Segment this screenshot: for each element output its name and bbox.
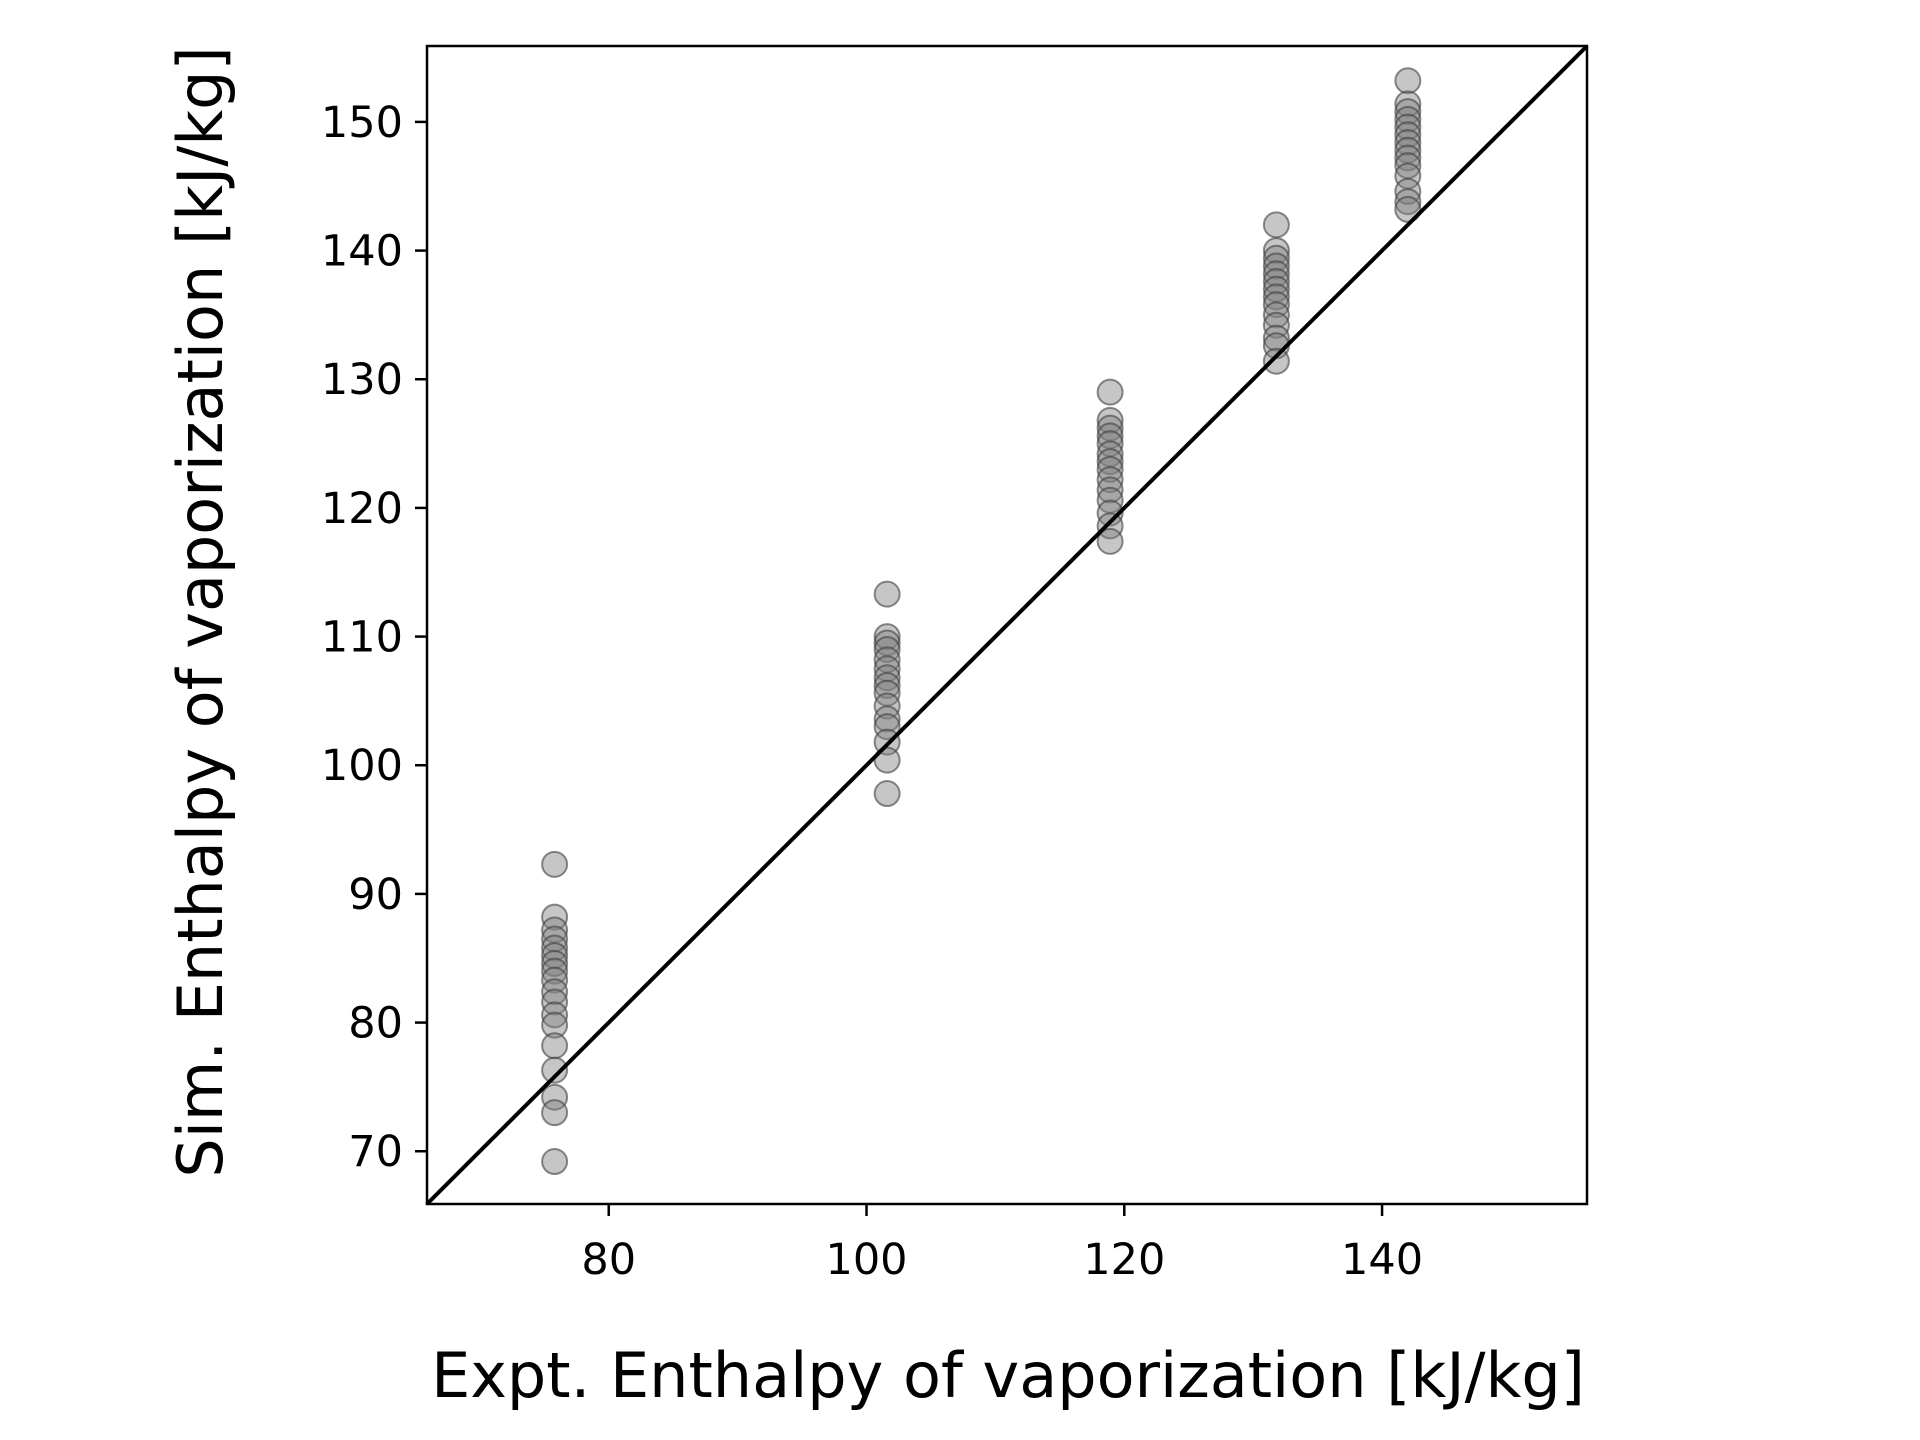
data-point: [541, 934, 569, 962]
data-point: [873, 746, 901, 774]
y-axis-ticks: 70 80 90 100 110 120 130 140 150: [321, 98, 427, 1177]
identity-line: [425, 44, 1589, 1206]
y-tick-label: 110: [321, 613, 403, 663]
data-point: [1394, 105, 1422, 133]
data-point: [1262, 237, 1290, 265]
data-point: [541, 957, 569, 985]
data-point: [1096, 527, 1124, 555]
x-axis-label: Expt. Enthalpy of vaporization [kJ/kg]: [431, 1339, 1585, 1412]
data-point: [1394, 113, 1422, 141]
y-axis-label: Sim. Enthalpy of vaporization [kJ/kg]: [164, 46, 237, 1177]
x-tick-label: 120: [1083, 1235, 1165, 1285]
data-point: [873, 664, 901, 692]
data-point: [1394, 195, 1422, 223]
y-tick-label: 140: [321, 227, 403, 277]
y-tick-label: 80: [348, 999, 403, 1049]
data-point: [1262, 244, 1290, 272]
data-point: [1096, 378, 1124, 406]
data-point: [1262, 301, 1290, 329]
data-point: [541, 1056, 569, 1084]
data-point: [873, 780, 901, 808]
y-tick-label: 70: [348, 1127, 403, 1177]
y-tick-label: 130: [321, 355, 403, 405]
data-point: [1394, 129, 1422, 156]
data-points: [541, 67, 1422, 1176]
data-point: [541, 1011, 569, 1039]
y-tick-label: 100: [321, 741, 403, 791]
x-tick-label: 140: [1341, 1235, 1423, 1285]
x-axis-ticks: 80 100 120 140: [581, 1204, 1423, 1285]
x-tick-label: 100: [825, 1235, 907, 1285]
data-point: [873, 671, 901, 699]
data-point: [1394, 188, 1422, 216]
data-point: [541, 850, 569, 878]
y-tick-label: 120: [321, 484, 403, 534]
y-tick-label: 150: [321, 98, 403, 148]
data-point: [1096, 455, 1124, 483]
data-point: [1262, 252, 1290, 280]
data-point: [1096, 512, 1124, 540]
data-point: [1096, 466, 1124, 494]
data-point: [1096, 476, 1124, 504]
plot-frame: [425, 44, 1589, 1206]
data-point: [1394, 98, 1422, 126]
data-point: [873, 705, 901, 733]
data-point: [873, 635, 901, 663]
x-tick-label: 80: [581, 1235, 636, 1285]
data-point: [1394, 121, 1422, 149]
data-point: [873, 580, 901, 608]
data-point: [541, 1148, 569, 1176]
data-point: [1262, 211, 1290, 239]
data-point: [541, 978, 569, 1006]
data-point: [1262, 324, 1290, 352]
data-point: [1262, 347, 1290, 375]
data-point: [541, 1001, 569, 1029]
data-point: [1096, 406, 1124, 434]
data-point: [541, 1032, 569, 1060]
data-point: [873, 713, 901, 741]
data-point: [1262, 291, 1290, 319]
data-point: [1262, 267, 1290, 295]
data-point: [1262, 260, 1290, 288]
data-point: [541, 1099, 569, 1127]
data-point: [541, 1083, 569, 1111]
data-point: [1394, 67, 1422, 95]
y-tick-label: 90: [348, 870, 403, 920]
data-point: [1394, 90, 1422, 118]
